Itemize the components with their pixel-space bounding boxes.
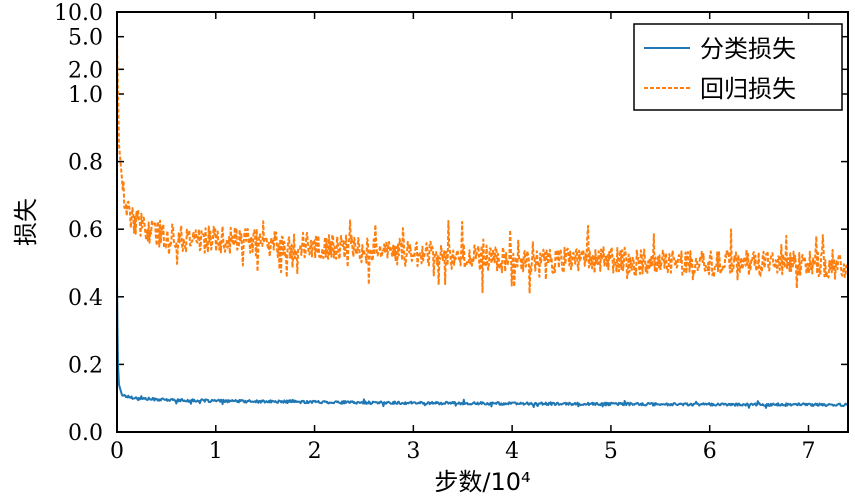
- x-tick-label: 3: [406, 439, 420, 464]
- x-tick-label: 2: [308, 439, 322, 464]
- x-tick-label: 7: [801, 439, 815, 464]
- tick-labels: 0 1 2 3 4 5 6 7 0.0 0.2 0.4 0.6 0.8 1.02.0 5.010.0: [54, 1, 815, 464]
- x-tick-label: 5: [604, 439, 618, 464]
- y-tick-label: 1.0: [68, 83, 103, 108]
- series-lines: [116, 36, 849, 409]
- x-tick-label: 4: [505, 439, 519, 464]
- y-tick-label: 0.8: [68, 151, 103, 176]
- series-line-regression: [116, 36, 849, 295]
- y-tick-label: 2.0: [68, 58, 103, 83]
- y-tick-label: 0.4: [68, 286, 103, 311]
- legend: 分类损失 回归损失: [633, 23, 843, 111]
- series-line-classification: [116, 279, 849, 409]
- legend-label-classification: 分类损失: [700, 35, 796, 63]
- legend-box: [633, 23, 843, 111]
- y-tick-label: 0.0: [68, 421, 103, 446]
- y-axis-label: 损失: [12, 198, 40, 246]
- y-tick-label: 10.0: [54, 1, 103, 26]
- y-tick-label: 0.2: [68, 353, 103, 378]
- legend-label-regression: 回归损失: [700, 75, 796, 103]
- y-tick-label: 0.6: [68, 218, 103, 243]
- x-axis-label: 步数/10⁴: [434, 468, 530, 496]
- x-tick-label: 1: [209, 439, 223, 464]
- y-tick-label: 5.0: [68, 26, 103, 51]
- x-tick-label: 0: [110, 439, 124, 464]
- x-tick-label: 6: [703, 439, 717, 464]
- plot-frame: [116, 11, 849, 433]
